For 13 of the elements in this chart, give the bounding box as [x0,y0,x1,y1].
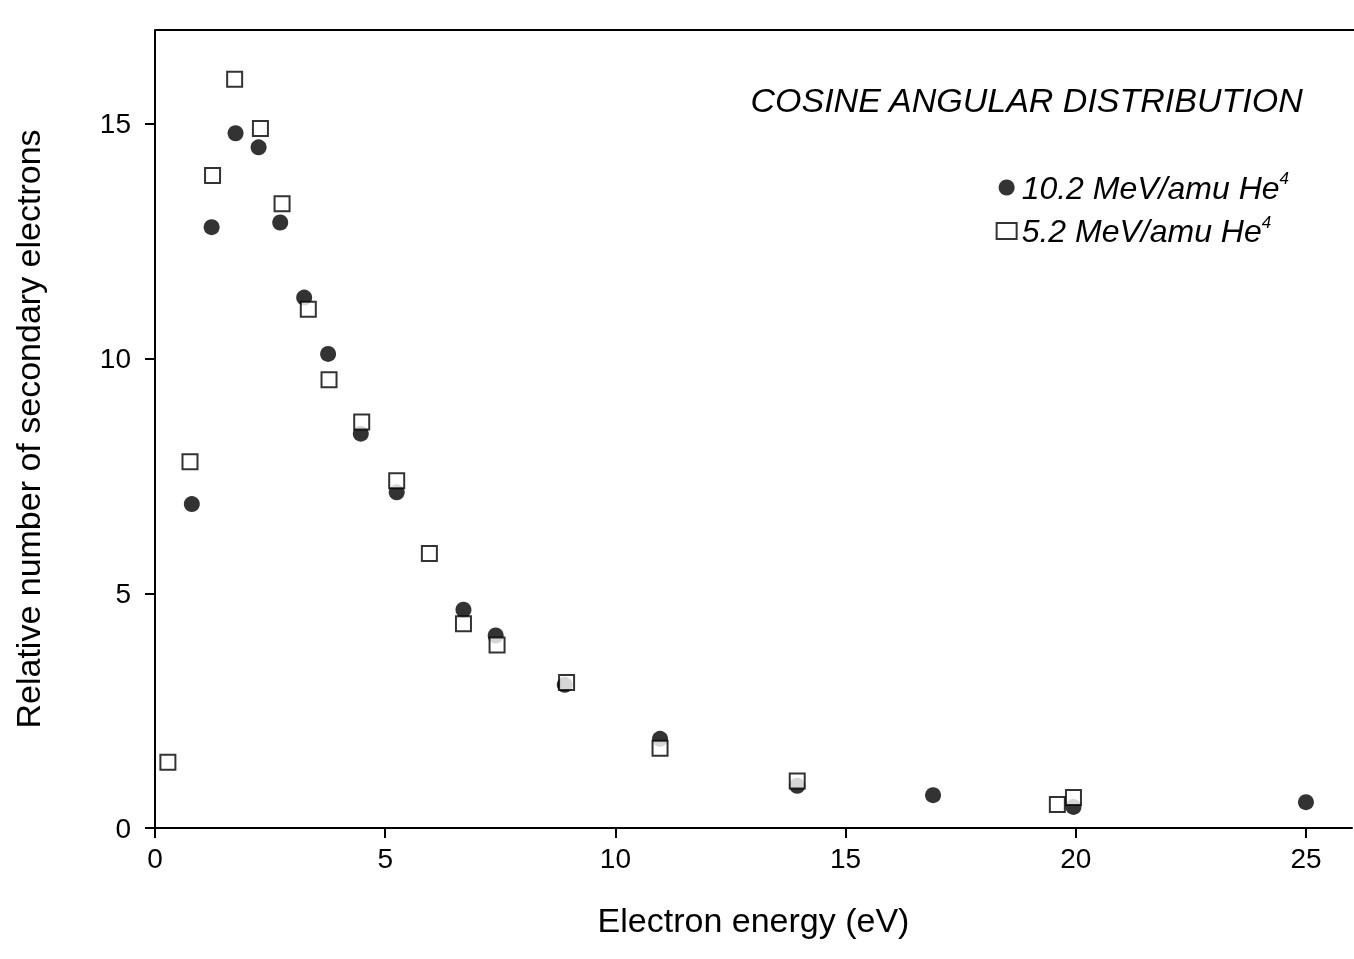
y-axis-title: Relative number of secondary electrons [9,129,47,729]
y-tick-label: 10 [99,343,131,375]
y-tick-label: 5 [115,577,131,609]
y-tick-label: 0 [115,812,131,844]
x-tick-label: 10 [599,842,631,874]
x-axis-title: Electron energy (eV) [597,901,910,939]
x-tick-label: 25 [1290,842,1322,874]
text: COSINE ANGULAR DISTRIBUTION [750,81,1304,119]
x-tick-label: 15 [830,842,862,874]
x-tick-label: 5 [377,842,393,874]
y-tick-label: 15 [99,108,131,140]
x-tick-label: 20 [1060,842,1092,874]
x-tick-label: 0 [147,842,163,874]
